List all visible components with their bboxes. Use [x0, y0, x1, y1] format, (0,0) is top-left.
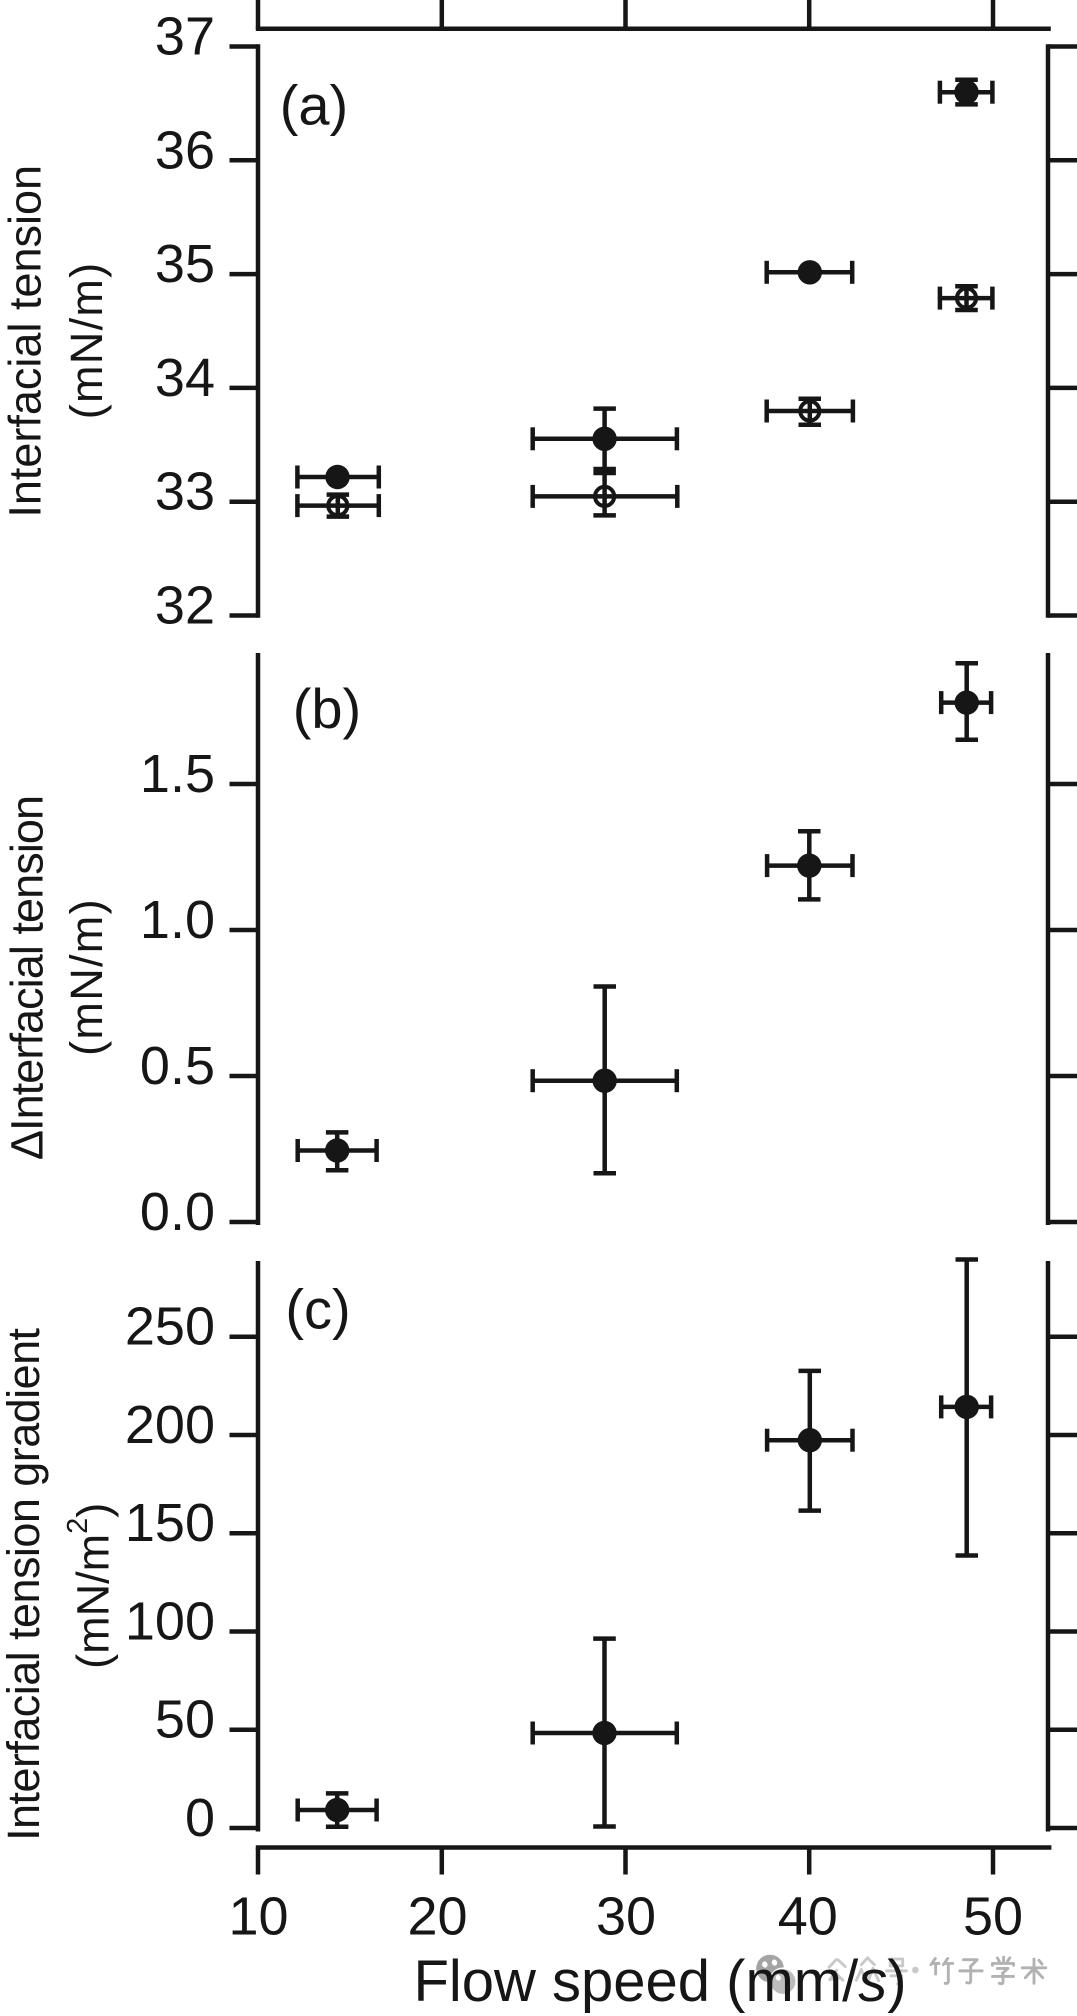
svg-text:1.0: 1.0 — [140, 890, 215, 950]
svg-text:250: 250 — [125, 1297, 215, 1357]
svg-text:36: 36 — [155, 120, 215, 180]
svg-text:ΔInterfacial tension: ΔInterfacial tension — [2, 796, 53, 1160]
svg-text:37: 37 — [155, 7, 215, 67]
svg-text:30: 30 — [596, 1887, 656, 1947]
svg-text:Interfacial tension gradient: Interfacial tension gradient — [0, 1327, 49, 1840]
svg-text:1.5: 1.5 — [140, 744, 215, 804]
svg-text:100: 100 — [125, 1592, 215, 1652]
svg-text:10: 10 — [228, 1887, 288, 1947]
svg-text:(b): (b) — [293, 677, 361, 740]
svg-text:35: 35 — [155, 234, 215, 294]
svg-text:0.0: 0.0 — [140, 1182, 215, 1242]
svg-text:33: 33 — [155, 462, 215, 522]
svg-text:200: 200 — [125, 1395, 215, 1455]
svg-text:50: 50 — [963, 1887, 1023, 1947]
svg-text:(c): (c) — [285, 1278, 350, 1341]
svg-text:50: 50 — [155, 1690, 215, 1750]
svg-text:0.5: 0.5 — [140, 1036, 215, 1096]
svg-text:150: 150 — [125, 1493, 215, 1553]
svg-text:Flow speed (mm/s): Flow speed (mm/s) — [413, 1949, 906, 2014]
svg-text:32: 32 — [155, 576, 215, 636]
svg-text:(mN/m): (mN/m) — [61, 898, 112, 1056]
svg-text:40: 40 — [778, 1887, 838, 1947]
svg-text:34: 34 — [155, 348, 215, 408]
svg-text:(a): (a) — [280, 74, 348, 137]
svg-text:(mN/m): (mN/m) — [61, 262, 112, 420]
svg-text:0: 0 — [185, 1788, 215, 1848]
svg-text:20: 20 — [407, 1887, 467, 1947]
svg-text:Interfacial tension: Interfacial tension — [0, 165, 51, 518]
